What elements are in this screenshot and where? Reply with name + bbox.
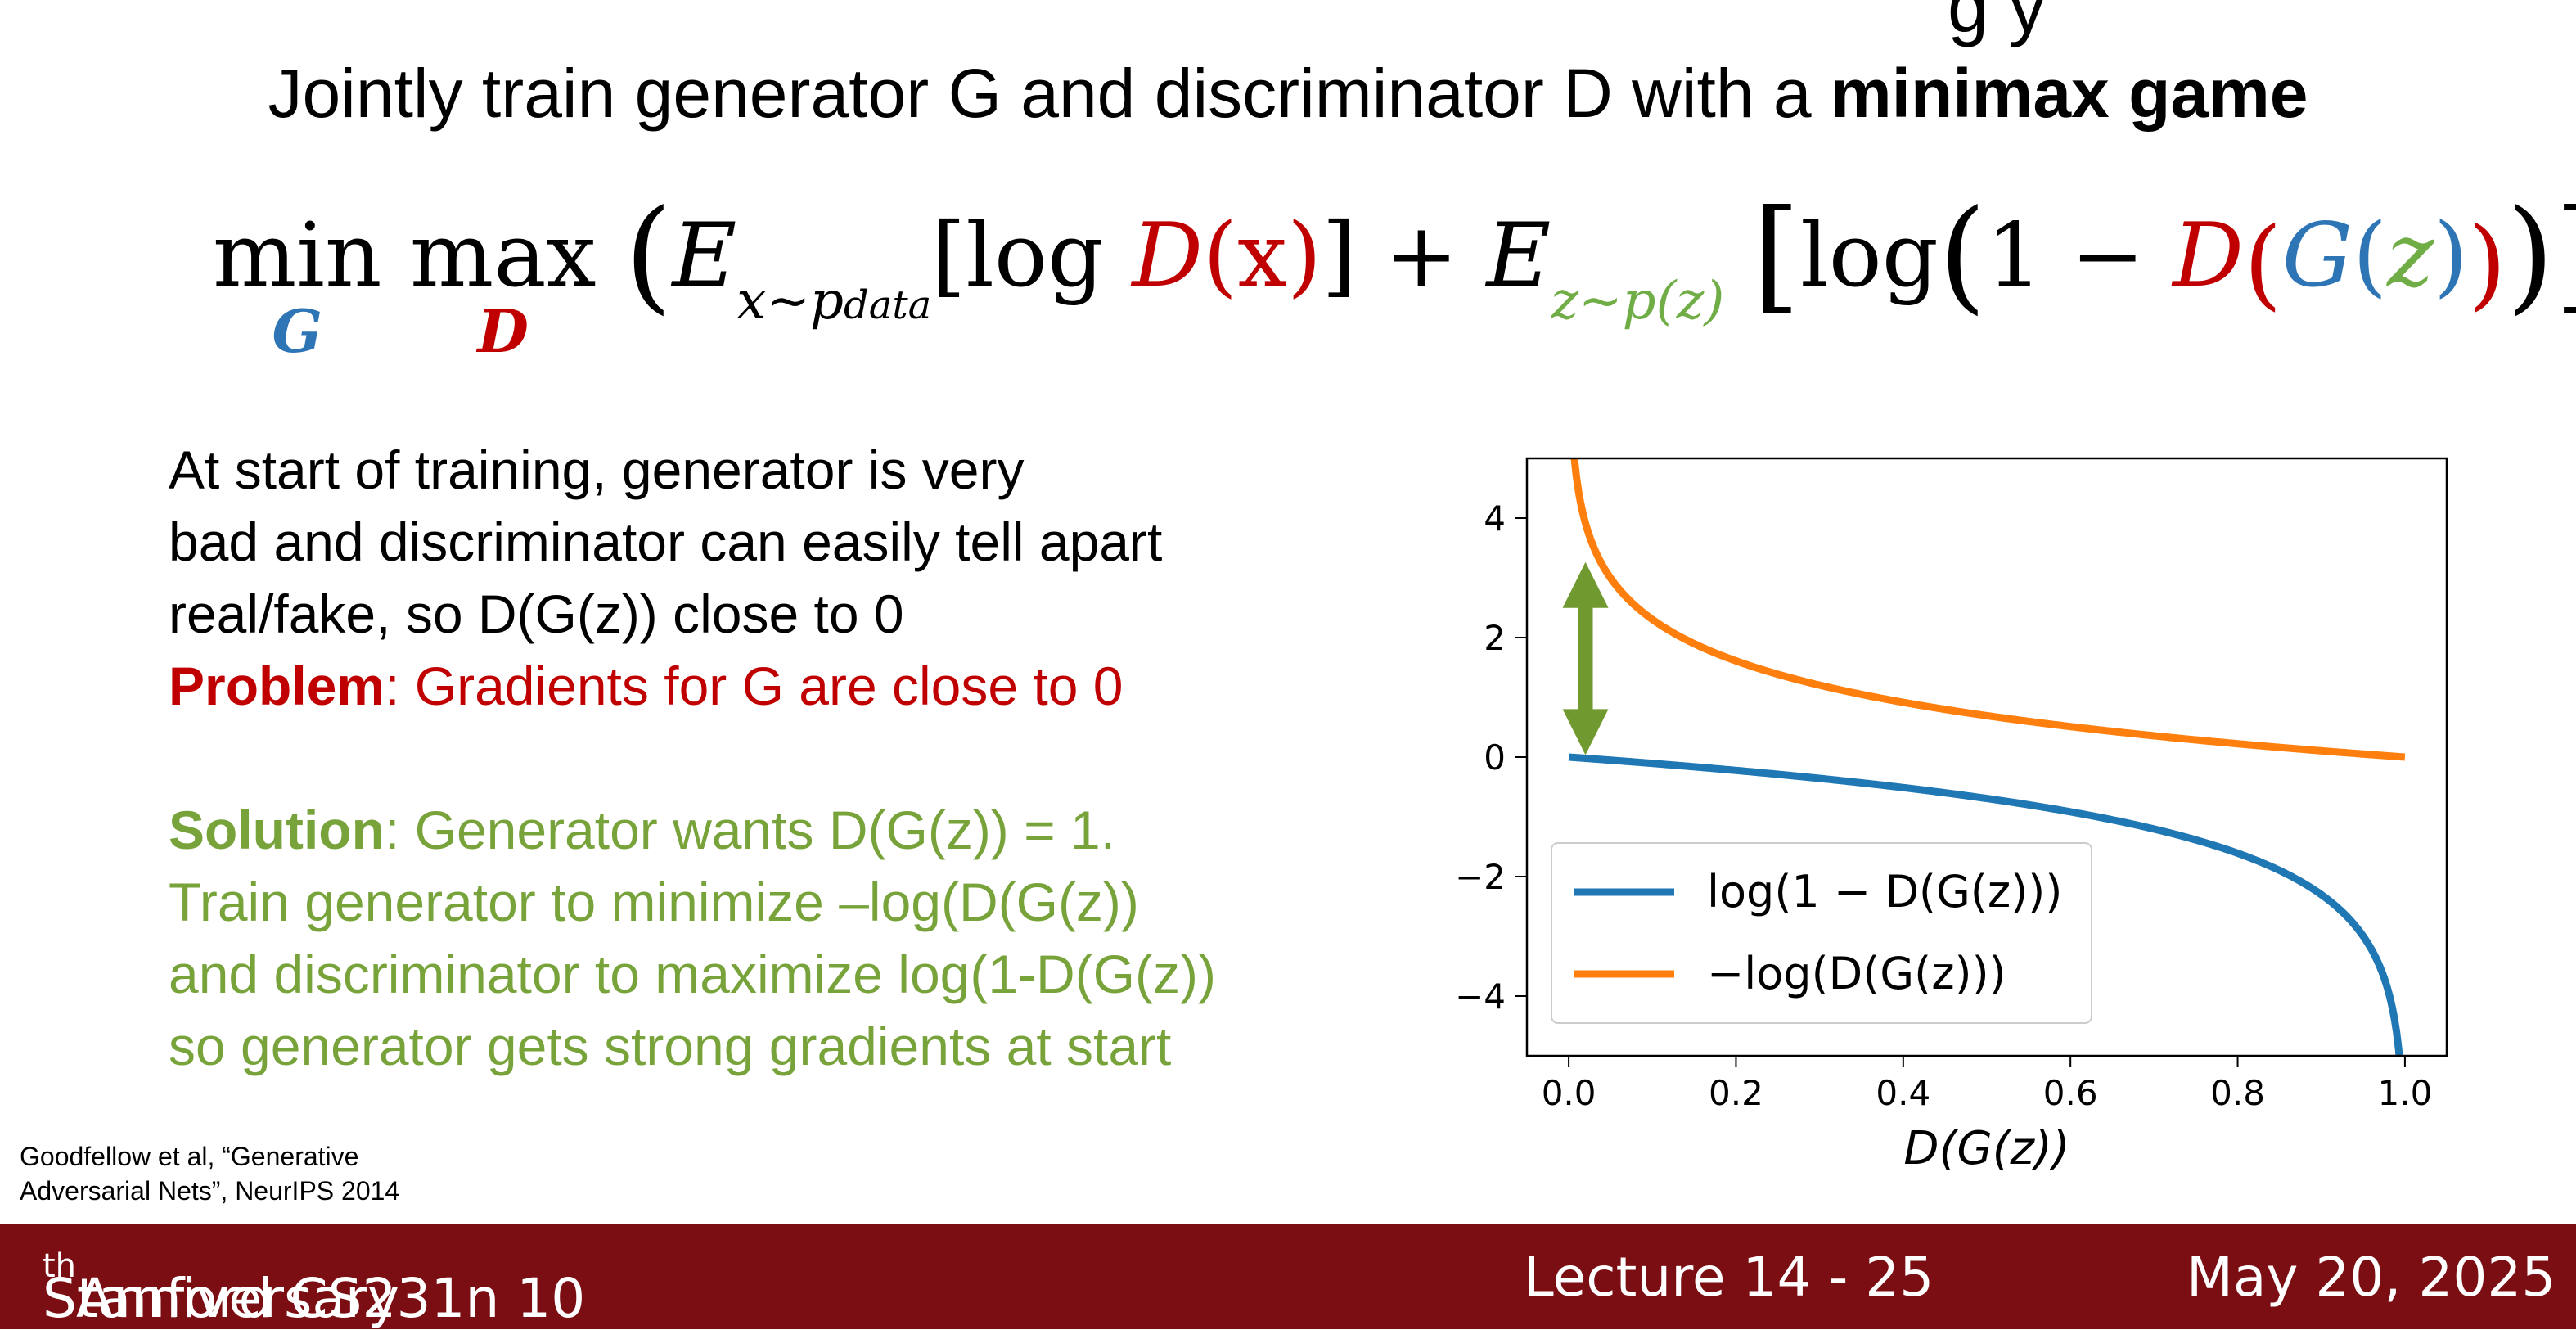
one-minus: 1 − xyxy=(1986,205,2173,307)
y-tick-label: 4 xyxy=(1484,498,1506,539)
min-operator: min G xyxy=(213,205,382,366)
solution-line-3: and discriminator to maximize log(1-D(G(… xyxy=(169,944,1216,1004)
problem-line: Problem: Gradients for G are close to 0 xyxy=(169,650,1396,722)
y-tick-label: 2 xyxy=(1484,618,1506,658)
minimax-equation: min G max D (Ex~pdata[log D(x)] + Ez~p(z) … xyxy=(213,184,2576,381)
y-tick-label: −2 xyxy=(1455,857,1506,897)
solution-line-2: Train generator to minimize –log(D(G(z)) xyxy=(169,872,1139,932)
g-paren-open: ( xyxy=(2352,205,2388,307)
citation-line-1: Goodfellow et al, “Generative xyxy=(20,1142,359,1171)
d-of-x: D xyxy=(1132,205,1203,307)
expectation-2: E xyxy=(1486,205,1551,307)
expectation-2-sub: z~p(z) xyxy=(1551,271,1725,331)
d-of-g: D xyxy=(2173,205,2244,307)
bracket-2-open: [ xyxy=(1752,184,1801,327)
legend-box xyxy=(1551,842,2092,1024)
z-symbol: z xyxy=(2387,205,2434,307)
max-operator: max D xyxy=(409,205,597,366)
max-subscript-d: D xyxy=(477,296,529,366)
bracket-1-close: ] xyxy=(1322,205,1357,307)
x-tick-label: 1.0 xyxy=(2378,1073,2433,1113)
solution-text: : Generator wants D(G(z)) = 1. xyxy=(384,800,1116,860)
series-line-1 xyxy=(1570,458,2407,761)
inner-open-paren: ( xyxy=(1938,184,1987,327)
text-line-2: bad and discriminator can easily tell ap… xyxy=(169,512,1163,572)
problem-text: : Gradients for G are close to 0 xyxy=(385,656,1124,716)
d-paren-close: ) xyxy=(2468,207,2506,321)
solution-line: Solution: Generator wants D(G(z)) = 1. xyxy=(169,794,1396,866)
outer-open-paren: ( xyxy=(624,184,673,327)
log-1: log xyxy=(966,205,1133,307)
x-tick-label: 0.4 xyxy=(1876,1073,1930,1113)
subtitle-bold: minimax game xyxy=(1830,55,2308,132)
x-tick-label: 0.0 xyxy=(1542,1073,1596,1113)
solution-line-4: so generator gets strong gradients at st… xyxy=(169,1016,1172,1076)
arrow-head-up xyxy=(1562,561,1609,608)
series-line-0 xyxy=(1567,753,2403,1056)
g-symbol: G xyxy=(2281,205,2353,307)
bracket-1-open: [ xyxy=(931,205,966,307)
x-expr: (x) xyxy=(1203,205,1322,307)
d-paren-open: ( xyxy=(2243,207,2282,321)
x-tick-label: 0.2 xyxy=(1709,1073,1763,1113)
footer-date: May 20, 2025 xyxy=(2186,1246,2556,1309)
y-tick-label: −4 xyxy=(1455,976,1506,1017)
citation-line-2: Adversarial Nets”, NeurIPS 2014 xyxy=(20,1176,400,1206)
expectation-1: E xyxy=(672,205,737,307)
min-subscript-g: G xyxy=(272,296,323,366)
max-word: max xyxy=(409,205,597,307)
loss-chart: 0.0 0.2 0.4 0.6 0.8 1.0 4 2 0 −2 −4 log(1 − D(G(z))… xyxy=(1455,457,2448,1175)
y-tick-label: 0 xyxy=(1484,737,1506,778)
expectation-1-sub: x~pdata xyxy=(736,271,932,331)
x-tick-label: 0.8 xyxy=(2210,1073,2265,1113)
min-word: min xyxy=(213,205,382,307)
log-2: log xyxy=(1800,205,1939,307)
closing-brackets: )] xyxy=(2506,184,2576,327)
text-line-3: real/fake, so D(G(z)) close to 0 xyxy=(169,584,904,644)
legend-label-1: −log(D(G(z))) xyxy=(1707,948,2006,999)
x-tick-label: 0.6 xyxy=(2043,1073,2098,1113)
problem-label: Problem xyxy=(169,656,385,716)
arrow-head-down xyxy=(1562,709,1609,755)
text-line-1: At start of training, generator is very xyxy=(169,440,1025,500)
solution-label: Solution xyxy=(169,800,385,860)
legend-label-0: log(1 − D(G(z))) xyxy=(1707,866,2062,917)
g-paren-close: ) xyxy=(2434,205,2469,307)
x-axis-label: D(G(z)) xyxy=(1903,1122,2069,1175)
slide-title-fragment: g y xyxy=(1948,0,2047,48)
plot-frame xyxy=(1525,457,2448,1057)
explanation-text: At start of training, generator is very … xyxy=(169,434,1396,1082)
citation: Goodfellow et al, “Generative Adversaria… xyxy=(20,1139,399,1208)
subtitle-text: Jointly train generator G and discrimina… xyxy=(268,55,1831,132)
plus-sign: + xyxy=(1356,205,1487,307)
subtitle: Jointly train generator G and discrimina… xyxy=(0,54,2576,133)
footer-lecture: Lecture 14 - 25 xyxy=(1524,1246,1934,1309)
